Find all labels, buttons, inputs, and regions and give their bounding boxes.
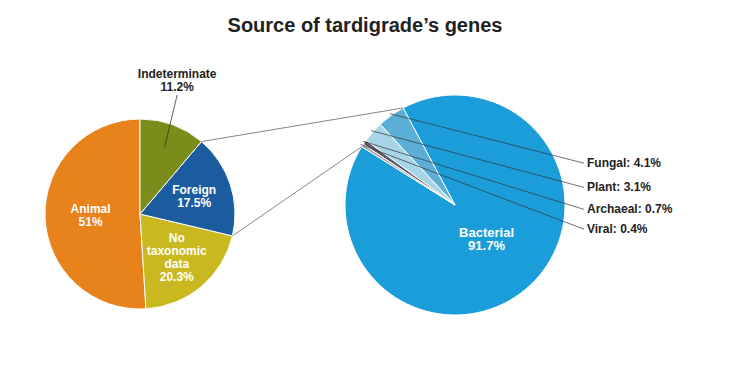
label-line: No: [169, 231, 185, 245]
pie: [45, 119, 235, 309]
label-line: Animal: [71, 202, 111, 216]
connector-line: [201, 108, 403, 142]
label-line: 20.3%: [160, 270, 194, 284]
leader-line: [363, 141, 584, 209]
leader-line: [371, 131, 584, 188]
label-line: 11.2%: [160, 80, 194, 94]
connector-line: [232, 147, 361, 236]
label-line: Archaeal: 0.7%: [587, 202, 673, 216]
leader-line: [390, 114, 584, 164]
chart: Source of tardigrade’s genes Animal51% Not…: [0, 0, 730, 380]
label-line: Fungal: 4.1%: [587, 156, 661, 170]
label-line: Plant: 3.1%: [587, 180, 651, 194]
data-label: Viral: 0.4%: [587, 222, 648, 236]
leader-line: [361, 144, 584, 229]
slice: [366, 124, 455, 205]
data-label: Archaeal: 0.7%: [587, 202, 673, 216]
data-label: Animal51%: [71, 202, 111, 229]
title: Source of tardigrade’s genes: [228, 14, 503, 36]
data-label: Notaxonomicdata20.3%: [147, 231, 207, 284]
data-label: Indeterminate11.2%: [138, 67, 217, 94]
label-line: 91.7%: [468, 238, 505, 253]
label-line: Viral: 0.4%: [587, 222, 648, 236]
pie: [345, 95, 565, 315]
label-line: Foreign: [172, 183, 216, 197]
data-label: Foreign17.5%: [172, 183, 216, 210]
label-line: taxonomic: [147, 244, 207, 258]
data-label: Bacterial91.7%: [459, 225, 514, 253]
label-line: 51%: [79, 215, 103, 229]
label-line: 17.5%: [177, 196, 211, 210]
label-line: Indeterminate: [138, 67, 217, 81]
slice: [45, 119, 146, 309]
label-line: data: [164, 257, 189, 271]
data-label: Plant: 3.1%: [587, 180, 651, 194]
data-label: Fungal: 4.1%: [587, 156, 661, 170]
slice: [345, 95, 565, 315]
leader-line: [165, 95, 178, 147]
